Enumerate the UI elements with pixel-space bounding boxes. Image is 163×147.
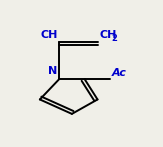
Text: CH: CH bbox=[99, 30, 117, 40]
Text: N: N bbox=[48, 66, 58, 76]
Text: CH: CH bbox=[40, 30, 58, 40]
Text: Ac: Ac bbox=[112, 68, 127, 78]
Text: 2: 2 bbox=[112, 34, 118, 43]
